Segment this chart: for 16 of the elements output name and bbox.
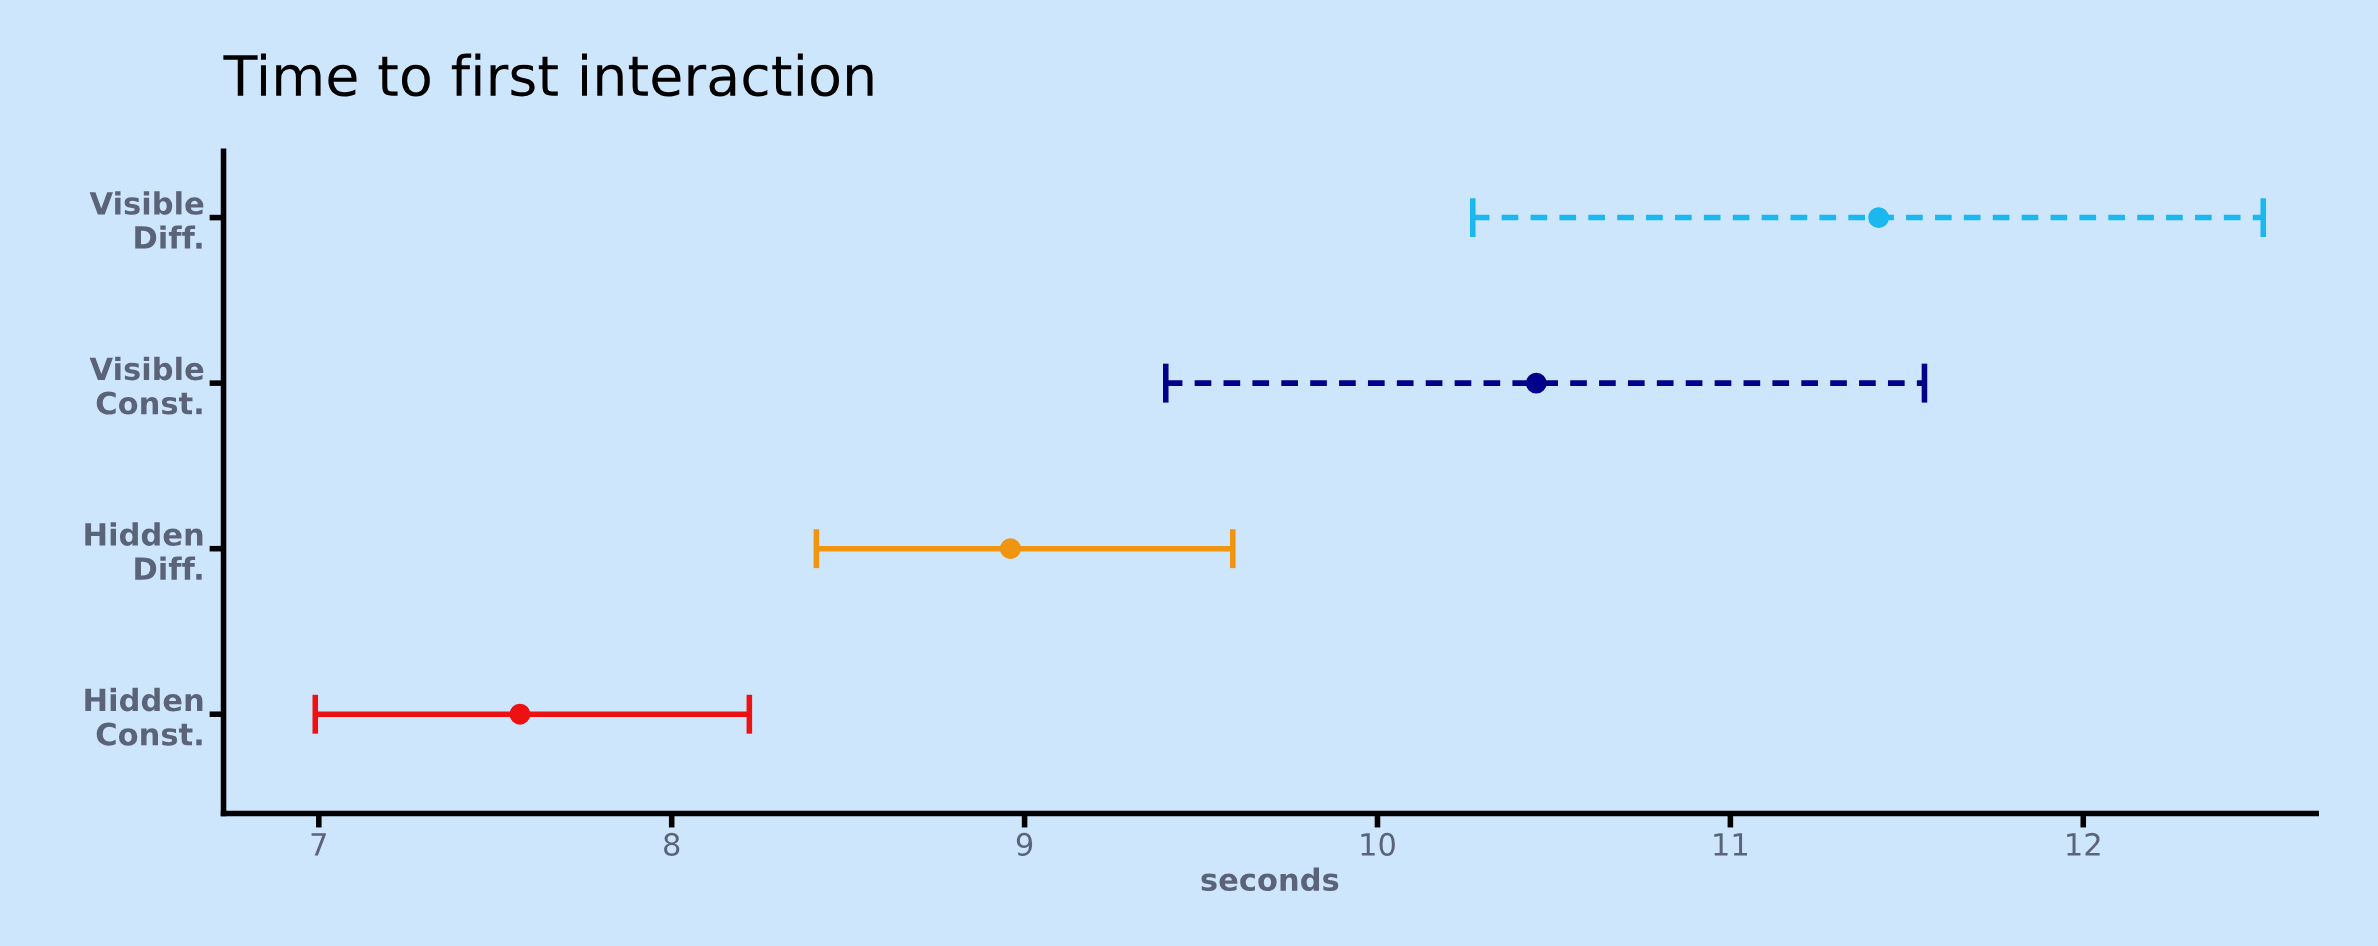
y-tick-label: Visible Diff. (89, 191, 204, 249)
point (1000, 538, 1021, 560)
x-tick-label: 8 (664, 832, 680, 856)
point (509, 703, 531, 725)
chart-title: Time to first interaction (223, 53, 873, 97)
x-axis-title: seconds (1201, 867, 1339, 892)
y-tick-label: Visible Const. (89, 356, 204, 415)
point (1525, 372, 1547, 394)
y-tick-label: Hidden Const. (85, 687, 203, 746)
x-tick-label: 11 (1714, 833, 1747, 856)
point (1868, 207, 1890, 228)
x-tick-label: 10 (1361, 832, 1395, 856)
x-tick-label: 7 (311, 833, 326, 856)
x-tick-label: 9 (1016, 832, 1033, 856)
y-tick-label: Hidden Diff. (85, 522, 203, 580)
x-tick-label: 12 (2067, 832, 2100, 856)
